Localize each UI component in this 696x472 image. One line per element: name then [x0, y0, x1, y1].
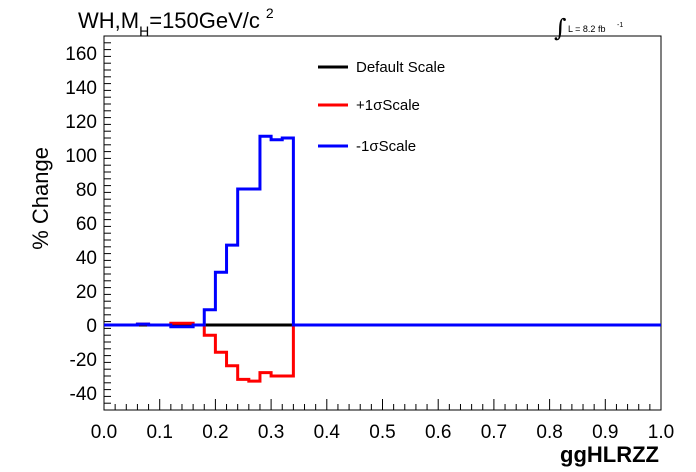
x-tick-label: 0.6 — [425, 422, 451, 443]
y-tick-label: 160 — [65, 44, 97, 65]
luminosity-text: L = 8.2 fb — [568, 24, 605, 34]
y-tick-label: 40 — [76, 248, 97, 269]
x-tick-label: 0.3 — [258, 422, 284, 443]
x-tick-label: 0.2 — [202, 422, 228, 443]
luminosity-superscript: -1 — [617, 22, 623, 29]
y-axis-title: % Change — [28, 147, 53, 250]
y-tick-label: -40 — [70, 384, 97, 405]
series-line-2 — [104, 134, 661, 329]
x-axis-title: ggHLRZZ — [560, 442, 659, 467]
y-tick-label: 140 — [65, 78, 97, 99]
x-tick-label: 0.7 — [481, 422, 507, 443]
y-tick-label: 120 — [65, 112, 97, 133]
legend: Default Scale +1σScale -1σScale — [318, 59, 445, 155]
y-axis-ticks — [104, 35, 111, 411]
y-tick-label: -20 — [70, 350, 97, 371]
x-tick-label: 0.1 — [146, 422, 172, 443]
y-tick-label: 20 — [76, 282, 97, 303]
legend-label-1: +1σScale — [356, 97, 420, 114]
x-tick-label: 0.8 — [536, 422, 562, 443]
x-axis-ticks — [103, 399, 662, 410]
y-tick-label: 80 — [76, 180, 97, 201]
integral-sign: ∫ — [554, 14, 567, 42]
y-tick-label: 100 — [65, 146, 97, 167]
x-tick-label: 0.5 — [369, 422, 395, 443]
chart-title: WH,MH=150GeV/c 2 — [78, 5, 274, 39]
x-tick-label: 1.0 — [648, 422, 674, 443]
luminosity-label: ∫ L = 8.2 fb -1 — [554, 14, 623, 42]
title-prefix: WH,M — [78, 8, 139, 33]
x-tick-label: 0.9 — [592, 422, 618, 443]
title-subscript: H — [139, 23, 149, 39]
y-tick-label: 0 — [86, 316, 97, 337]
title-middle: =150GeV/c — [149, 8, 260, 33]
x-tick-label: 0.0 — [91, 422, 117, 443]
y-tick-label: 60 — [76, 214, 97, 235]
x-axis-tick-labels: 0.0 0.1 0.2 0.3 0.4 0.5 0.6 0.7 0.8 0.9 1.0 — [91, 422, 674, 443]
legend-label-0: Default Scale — [356, 59, 445, 76]
y-axis-tick-labels: -40 -20 0 20 40 60 80 100 120 140 160 — [65, 44, 97, 405]
legend-label-2: -1σScale — [356, 138, 416, 155]
title-superscript: 2 — [266, 5, 274, 21]
series-layer — [104, 134, 661, 383]
x-tick-label: 0.4 — [314, 422, 341, 443]
